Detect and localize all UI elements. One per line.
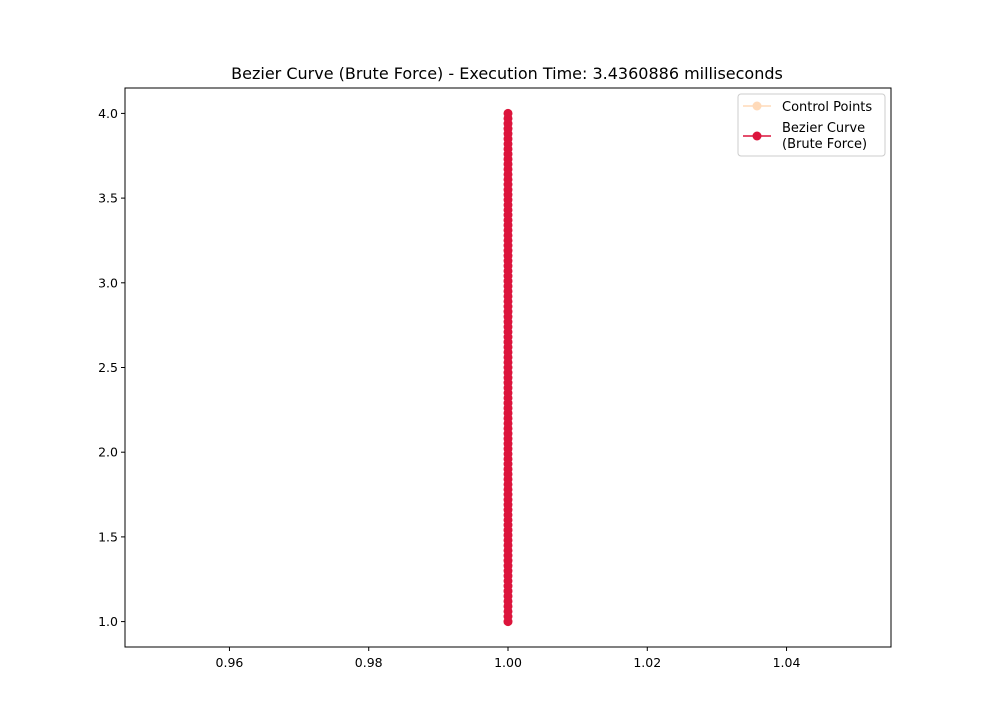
legend-label-line: (Brute Force) bbox=[782, 137, 867, 152]
legend: Control Points Bezier Curve (Brute Force) bbox=[737, 93, 886, 157]
legend-control-points-marker bbox=[752, 101, 762, 111]
x-tick-label: 1.04 bbox=[773, 655, 801, 670]
y-tick-label: 1.0 bbox=[98, 614, 118, 629]
legend-label-line: Control Points bbox=[782, 100, 872, 115]
legend-control-points-label: Control Points bbox=[782, 100, 872, 115]
y-tick-label: 2.5 bbox=[98, 360, 118, 375]
x-tick-label: 0.98 bbox=[355, 655, 383, 670]
y-tick-label: 3.5 bbox=[98, 191, 118, 206]
x-axis: 0.96 0.98 1.00 1.02 1.04 bbox=[216, 647, 801, 670]
bezier-curve-point bbox=[503, 108, 513, 118]
y-tick-label: 1.5 bbox=[98, 529, 118, 544]
x-tick-label: 0.96 bbox=[216, 655, 244, 670]
legend-label-line: Bezier Curve bbox=[782, 121, 865, 136]
y-tick-label: 2.0 bbox=[98, 445, 118, 460]
legend-bezier-curve-marker bbox=[752, 131, 762, 141]
chart-title: Bezier Curve (Brute Force) - Execution T… bbox=[231, 64, 783, 83]
x-tick-label: 1.00 bbox=[494, 655, 522, 670]
x-tick-label: 1.02 bbox=[633, 655, 661, 670]
y-axis: 1.0 1.5 2.0 2.5 3.0 3.5 4.0 bbox=[98, 106, 125, 629]
plot-area bbox=[503, 108, 513, 627]
legend-box bbox=[737, 93, 886, 157]
y-tick-label: 4.0 bbox=[98, 106, 118, 121]
legend-bezier-curve-label: Bezier Curve (Brute Force) bbox=[782, 121, 867, 152]
y-tick-label: 3.0 bbox=[98, 275, 118, 290]
